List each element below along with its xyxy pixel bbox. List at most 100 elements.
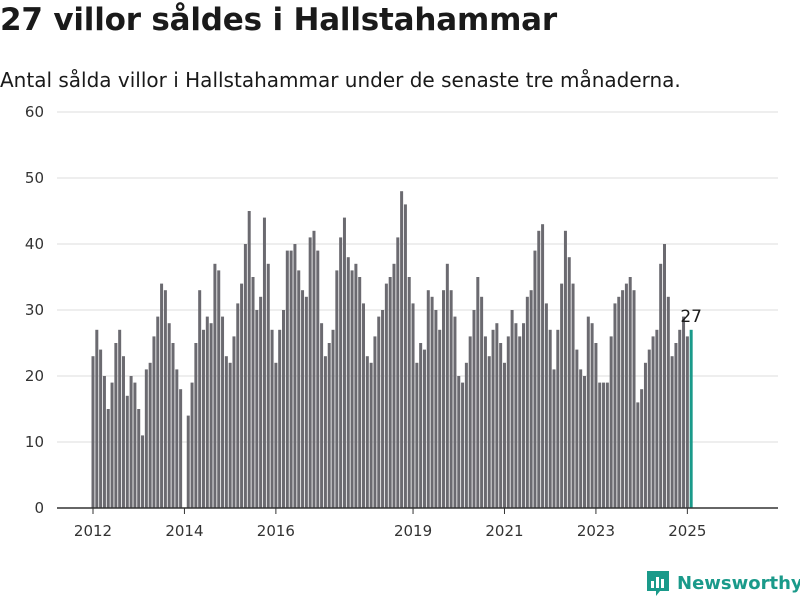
bar (384, 283, 388, 508)
bar (541, 224, 545, 508)
bar (502, 362, 506, 508)
bar (419, 343, 423, 508)
bar (609, 336, 613, 508)
bars (91, 191, 693, 509)
bar (605, 382, 609, 508)
bar (453, 316, 457, 508)
bar (403, 204, 407, 508)
bar (308, 237, 312, 508)
bar (342, 217, 346, 508)
bar (613, 303, 617, 508)
bar (274, 362, 278, 508)
bar (636, 402, 640, 508)
bar (247, 211, 251, 508)
bar (522, 323, 526, 508)
bar (369, 362, 373, 508)
bar (335, 270, 339, 508)
bar (331, 329, 335, 508)
bar (121, 356, 125, 508)
bar (304, 296, 308, 508)
bar (571, 283, 575, 508)
bar (533, 250, 537, 508)
bar (339, 237, 343, 508)
bar (327, 343, 331, 508)
bar (461, 382, 465, 508)
bar (95, 329, 99, 508)
bar (438, 329, 442, 508)
bar (396, 237, 400, 508)
bar (262, 217, 266, 508)
bar (464, 362, 468, 508)
bar (651, 336, 655, 508)
bar (621, 290, 625, 508)
bar (510, 310, 514, 508)
bar (624, 283, 628, 508)
bar (323, 356, 327, 508)
x-axis: 2012 2014 2016 2019 2021 2023 2025 (57, 507, 778, 540)
bar (682, 316, 686, 508)
bar (221, 316, 225, 508)
bar (659, 263, 663, 508)
bar (243, 244, 247, 508)
bar (491, 329, 495, 508)
bar (350, 270, 354, 508)
latest-value-label: 27 (680, 307, 702, 327)
bar (579, 369, 583, 508)
bar (586, 316, 590, 508)
y-tick-label: 40 (25, 235, 44, 253)
bar (118, 329, 122, 508)
bar (685, 336, 689, 508)
bar (518, 336, 522, 508)
newsworthy-logo-text: Newsworthy (677, 572, 800, 594)
bar (141, 435, 145, 508)
chart-title: 27 villor såldes i Hallstahammar (0, 2, 557, 38)
bar (388, 277, 392, 508)
bar (99, 349, 103, 508)
bar (167, 323, 171, 508)
bar (442, 290, 446, 508)
bar (529, 290, 533, 508)
bar (106, 409, 110, 508)
bar (152, 336, 156, 508)
data-labels: 27 (680, 307, 702, 327)
bar (560, 283, 564, 508)
y-tick-label: 50 (25, 169, 44, 187)
bar (537, 230, 541, 509)
chart-subtitle: Antal sålda villor i Hallstahammar under… (0, 68, 681, 92)
bar (598, 382, 602, 508)
bar (670, 356, 674, 508)
bar (514, 323, 518, 508)
newsworthy-logo-icon (647, 571, 669, 596)
bar (160, 283, 164, 508)
bar (483, 336, 487, 508)
x-tick-label: 2021 (485, 522, 523, 540)
bar (270, 329, 274, 508)
bar (678, 329, 682, 508)
bar (346, 257, 350, 508)
bar (137, 409, 141, 508)
bar (228, 362, 232, 508)
bar (632, 290, 636, 508)
bar (110, 382, 114, 508)
y-tick-label: 30 (25, 301, 44, 319)
bar (205, 316, 209, 508)
bar (320, 323, 324, 508)
bar (289, 250, 293, 508)
bar (293, 244, 297, 508)
y-tick-label: 20 (25, 367, 44, 385)
bar (487, 356, 491, 508)
bar (449, 290, 453, 508)
bar (297, 270, 301, 508)
bar (198, 290, 202, 508)
bar (422, 349, 426, 508)
bar (472, 310, 476, 508)
bar (582, 376, 586, 508)
bar (567, 257, 571, 508)
bar (663, 244, 666, 508)
bar (628, 277, 632, 508)
bar (617, 296, 621, 508)
bar (525, 296, 529, 508)
x-tick-label: 2019 (394, 522, 432, 540)
bar (186, 415, 190, 508)
bar (426, 290, 430, 508)
